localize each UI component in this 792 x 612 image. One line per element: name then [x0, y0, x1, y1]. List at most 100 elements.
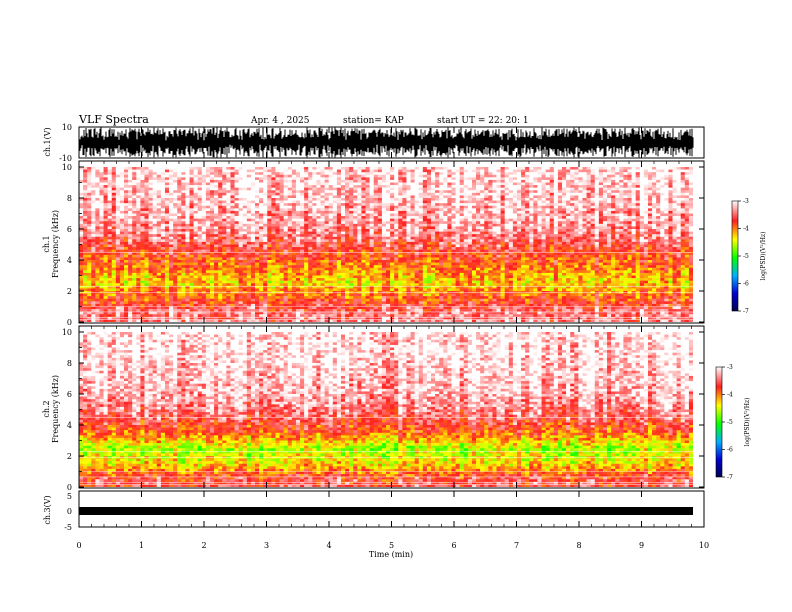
spectrogram-cell [312, 278, 317, 281]
spectrogram-cell [287, 280, 293, 284]
spectrogram-cell [267, 205, 272, 209]
spectrogram-cell [119, 198, 125, 201]
spectrogram-cell [128, 179, 133, 183]
spectrogram-cell [205, 185, 211, 188]
spectrogram-cell [169, 210, 174, 214]
spectrogram-cell [386, 265, 391, 269]
spectrogram-cell [107, 221, 113, 225]
spectrogram-cell [398, 314, 403, 318]
spectrogram-cell [304, 301, 309, 305]
spectrogram-cell [410, 247, 415, 250]
spectrogram-cell [83, 187, 88, 191]
spectrogram-cell [238, 306, 244, 310]
spectrogram-cell [205, 239, 211, 243]
spectrogram-cell [185, 311, 190, 315]
spectrogram-cell [410, 267, 415, 271]
spectrogram-cell [124, 278, 129, 281]
spectrogram-cell [181, 267, 186, 271]
spectrogram-cell [169, 226, 174, 230]
spectrogram-cell [242, 272, 248, 276]
spectrogram-cell [124, 231, 129, 235]
spectrogram-cell [402, 221, 407, 225]
spectrogram-cell [250, 218, 256, 222]
spectrogram-cell [226, 229, 231, 232]
spectrogram-cell [132, 239, 137, 243]
spectrogram-cell [316, 285, 321, 289]
spectrogram-cell [316, 208, 321, 212]
spectrogram-cell [177, 301, 182, 305]
spectrogram-cell [119, 239, 125, 243]
spectrogram-cell [381, 293, 387, 297]
spectrogram-cell [128, 260, 133, 263]
spectrogram-cell [226, 213, 231, 217]
spectrogram-cell [357, 239, 362, 243]
spectrogram-cell [332, 247, 338, 250]
spectrogram-cell [398, 234, 403, 238]
spectrogram-cell [99, 236, 104, 240]
spectrogram-cell [201, 262, 207, 266]
spectrogram-cell [140, 260, 145, 263]
spectrogram-cell [295, 265, 301, 269]
spectrogram-cell [197, 167, 203, 170]
spectrogram-cell [152, 208, 158, 212]
spectrogram-cell [83, 247, 88, 250]
spectrogram-cell [267, 226, 272, 230]
spectrogram-cell [185, 179, 190, 183]
spectrogram-cell [295, 257, 301, 261]
spectrogram-cell [160, 234, 166, 238]
spectrogram-cell [369, 303, 375, 307]
spectrogram-cell [181, 208, 186, 212]
spectrogram-cell [365, 169, 370, 173]
spectrogram-cell [336, 267, 342, 271]
spectrogram-cell [148, 311, 153, 315]
spectrogram-cell [169, 314, 174, 318]
spectrogram-cell [164, 247, 170, 250]
spectrogram-cell [259, 187, 264, 191]
spectrogram-cell [320, 280, 325, 284]
spectrogram-cell [332, 244, 338, 248]
spectrogram-cell [275, 260, 280, 263]
spectrogram-cell [136, 260, 141, 263]
spectrogram-cell [209, 309, 215, 312]
spectrogram-cell [140, 265, 145, 269]
spectrogram-cell [119, 177, 125, 181]
spectrogram-cell [349, 195, 354, 199]
spectrogram-cell [197, 247, 203, 250]
spectrogram-cell [152, 267, 158, 271]
spectrogram-cell [91, 319, 96, 322]
spectrogram-cell [300, 301, 305, 305]
spectrogram-cell [242, 306, 248, 310]
spectrogram-cell [185, 167, 190, 170]
spectrogram-cell [181, 285, 186, 289]
spectrogram-cell [271, 311, 276, 315]
spectrogram-cell [271, 226, 276, 230]
spectrogram-cell [87, 311, 92, 315]
spectrogram-cell [181, 221, 186, 225]
spectrogram-cell [218, 203, 223, 207]
spectrogram-cell [340, 241, 346, 245]
spectrogram-cell [164, 283, 170, 287]
spectrogram-cell [95, 179, 100, 183]
spectrogram-cell [361, 298, 366, 302]
spectrogram-cell [308, 298, 313, 302]
spectrogram-cell [259, 172, 264, 176]
spectrogram-cell [390, 213, 395, 217]
spectrogram-cell [132, 200, 137, 204]
spectrogram-cell [209, 252, 215, 256]
spectrogram-cell [107, 306, 113, 310]
spectrogram-cell [205, 275, 211, 279]
spectrogram-cell [332, 298, 338, 302]
spectrogram-cell [304, 205, 309, 209]
spectrogram-cell [209, 314, 215, 318]
spectrogram-cell [328, 260, 334, 263]
spectrogram-cell [234, 216, 239, 219]
spectrogram-cell [316, 210, 321, 214]
spectrogram-cell [242, 223, 248, 227]
spectrogram-cell [132, 236, 137, 240]
spectrogram-cell [160, 306, 166, 310]
spectrogram-cell [111, 231, 117, 235]
spectrogram-cell [79, 254, 84, 258]
spectrogram-cell [402, 223, 407, 227]
spectrogram-cell [230, 167, 235, 170]
spectrogram-cell [107, 283, 113, 287]
